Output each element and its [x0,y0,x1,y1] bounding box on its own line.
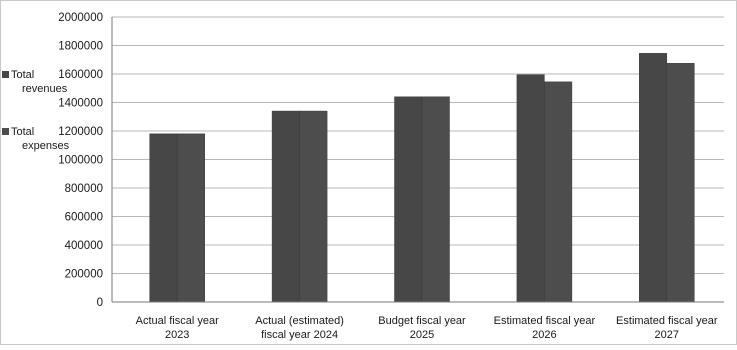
y-tick-label: 400000 [65,240,103,252]
bar-expenses [176,133,205,303]
y-tick-label: 1400000 [58,98,103,110]
bar-revenues [271,110,300,303]
axes: 2000000180000016000001400000120000010000… [58,12,724,341]
x-tick-label-line1: Actual fiscal year [136,315,219,327]
y-tick-label: 1200000 [58,126,103,138]
x-tick-label-line1: Budget fiscal year [378,315,466,327]
y-tick-label: 600000 [65,212,103,224]
bar-expenses [421,96,450,303]
y-tick-label: 2000000 [58,12,103,24]
bar-expenses [299,110,328,303]
bar-expenses [544,81,573,303]
y-tick-label: 800000 [65,183,103,195]
y-tick-label: 200000 [65,269,103,281]
legend: Total revenues Total expenses [2,69,70,152]
bar-expenses [666,63,695,303]
legend-label-revenues-line1: Total [11,69,34,81]
y-tick-label: 1800000 [58,41,103,53]
bar-revenues [394,96,423,303]
x-tick-label-line2: 2025 [410,329,434,341]
legend-swatch-expenses [2,128,9,135]
legend-label-revenues-line2: revenues [22,83,68,95]
x-tick-label-line1: Estimated fiscal year [616,315,718,327]
x-tick-label-line1: Estimated fiscal year [494,315,596,327]
legend-label-expenses-line2: expenses [22,140,70,152]
bar-revenues [639,53,668,303]
legend-swatch-revenues [2,71,9,78]
y-tick-label: 1000000 [58,155,103,167]
x-tick-label-line2: 2023 [165,329,189,341]
x-tick-label-line2: 2026 [532,329,556,341]
x-tick-label-line1: Actual (estimated) [255,315,344,327]
x-tick-label-line2: 2027 [655,329,679,341]
y-tick-label: 0 [97,297,103,309]
x-tick-label-line2: fiscal year 2024 [261,329,338,341]
y-tick-label: 1600000 [58,69,103,81]
legend-label-expenses-line1: Total [11,126,34,138]
bar-revenues [149,133,178,303]
bar-revenues [516,74,545,303]
bars [149,53,695,303]
